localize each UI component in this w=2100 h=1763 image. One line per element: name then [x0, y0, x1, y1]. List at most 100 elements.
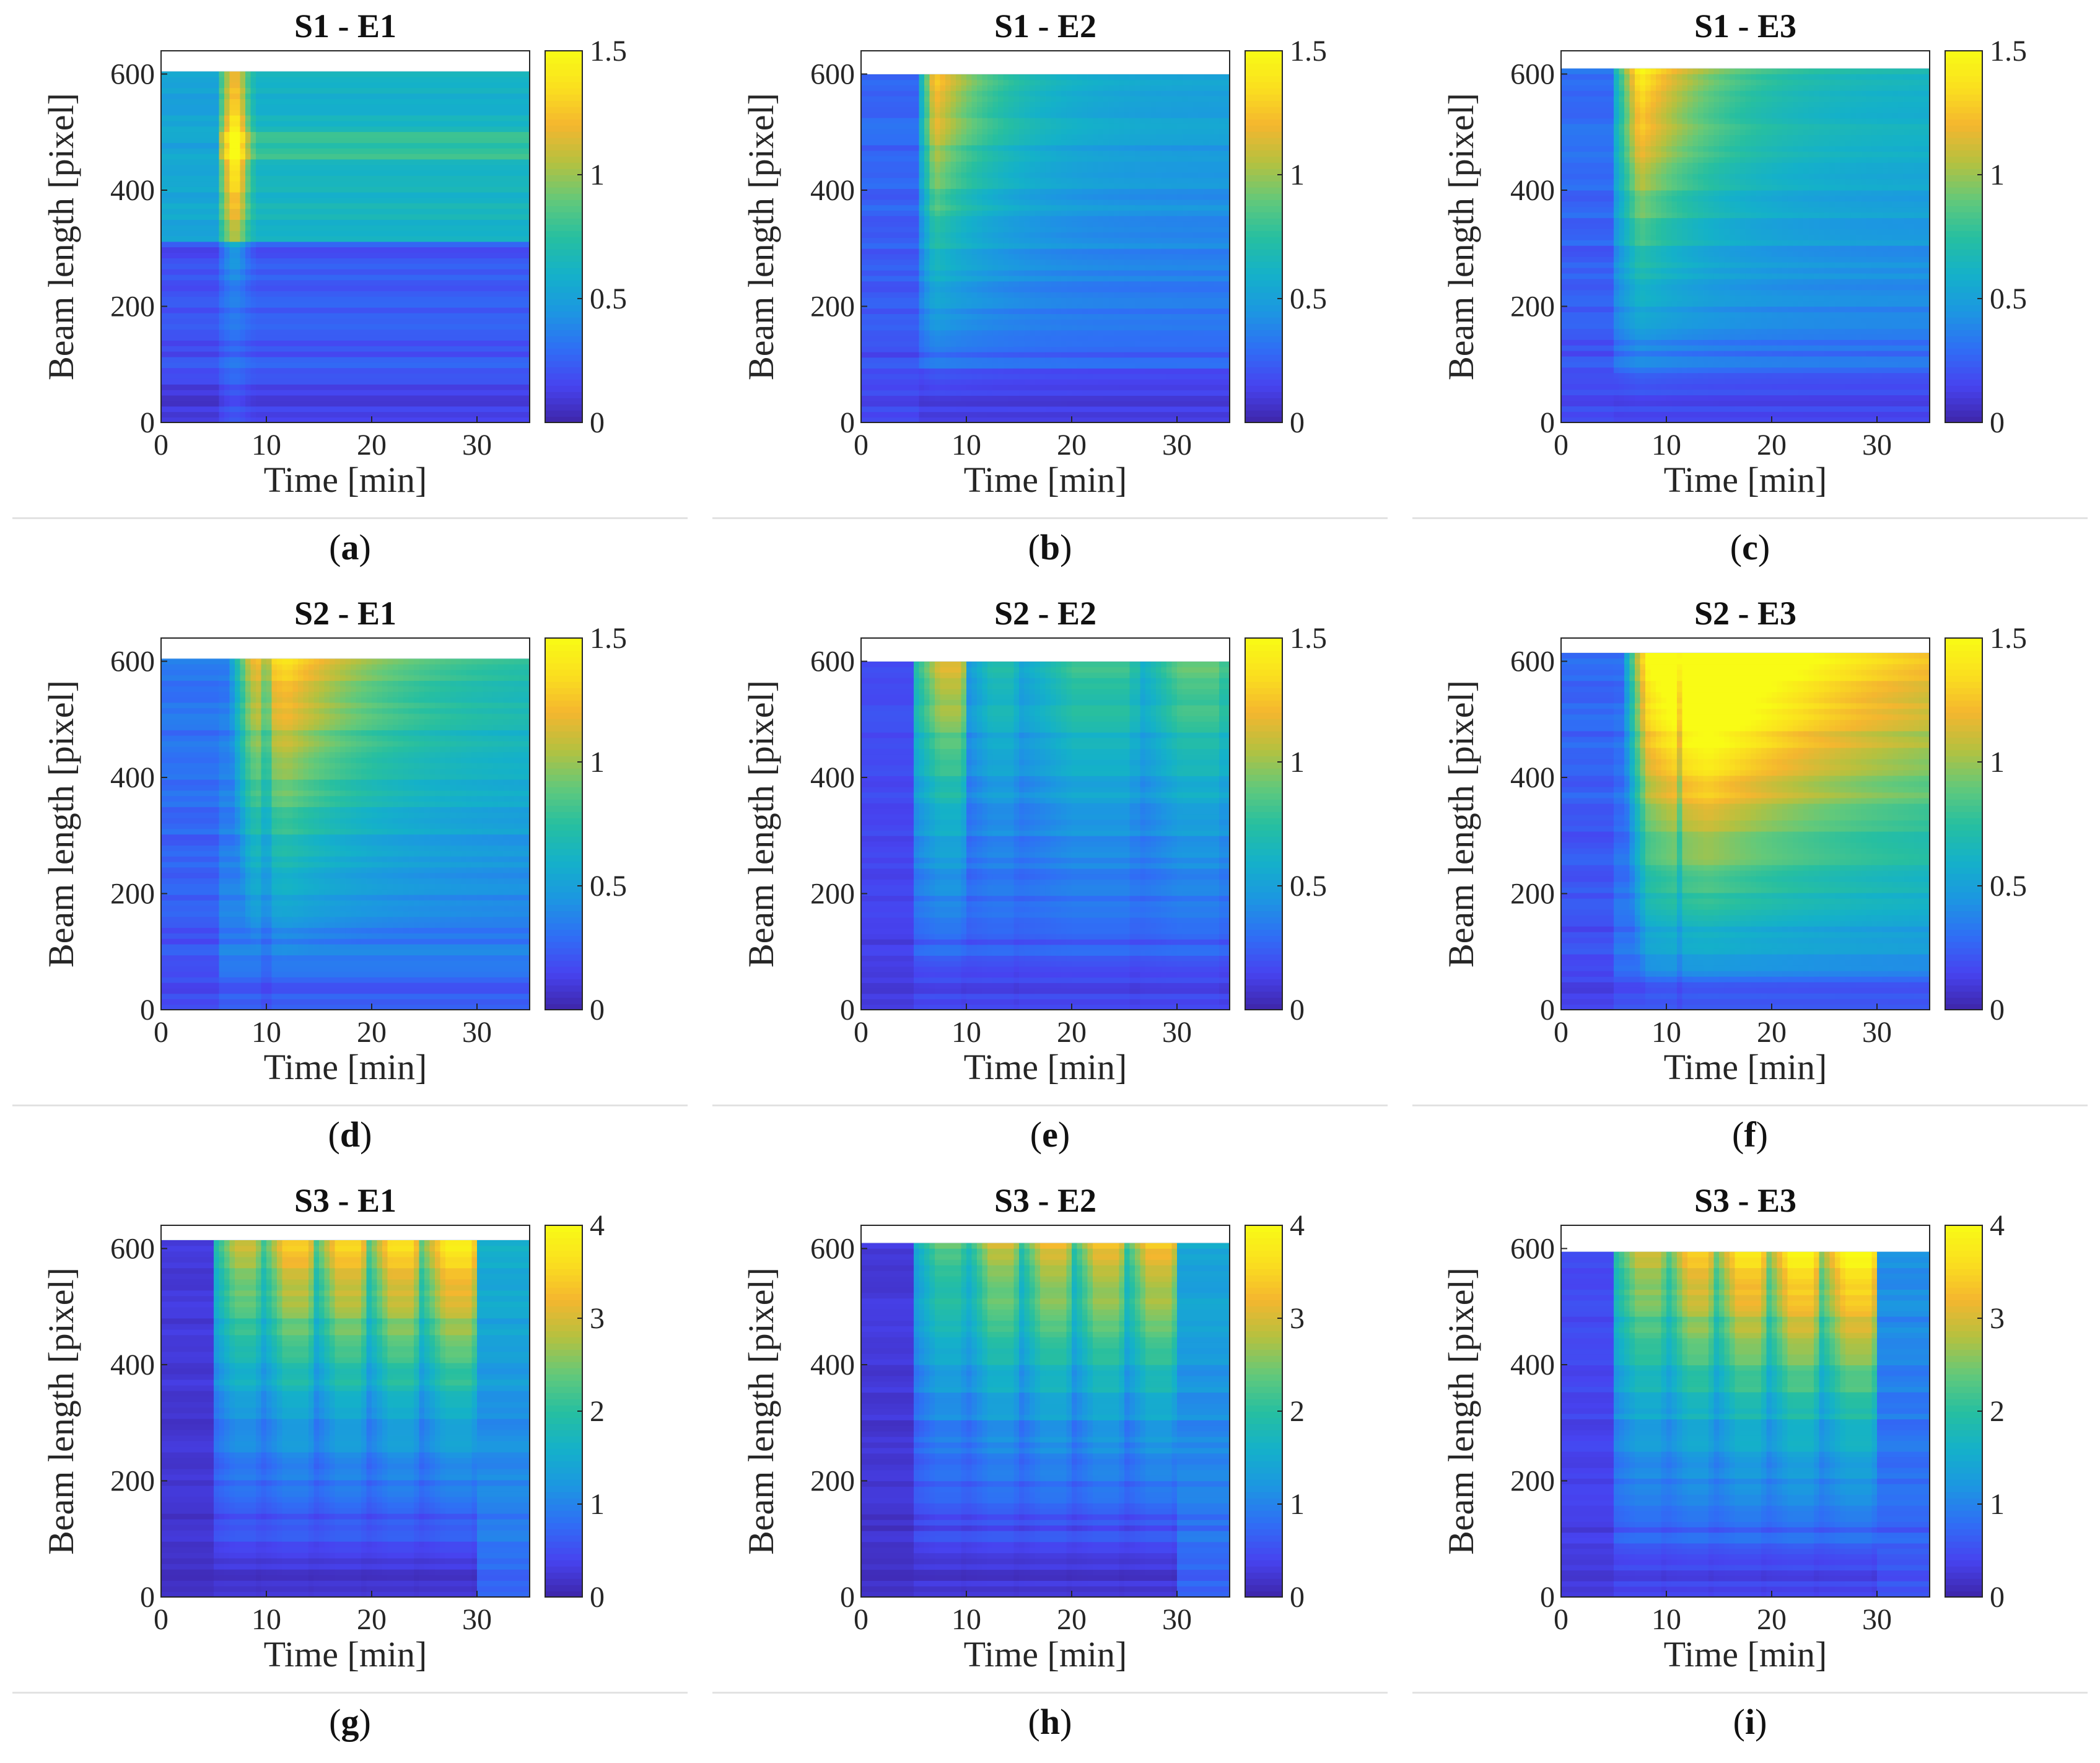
heatmap-cell [172, 219, 178, 225]
heatmap-cell [372, 147, 378, 154]
heatmap-cell [340, 351, 346, 357]
heatmap-cell [482, 345, 488, 352]
heatmap-cell [214, 312, 220, 319]
heatmap-cell [882, 144, 888, 151]
heatmap-cell [398, 279, 404, 286]
heatmap-cell [366, 208, 372, 215]
heatmap-cell [256, 71, 262, 77]
heatmap-cell [877, 204, 883, 211]
heatmap-cell [240, 373, 246, 379]
heatmap-cell [235, 219, 241, 225]
heatmap-cell [277, 76, 283, 83]
heatmap-cell [471, 247, 478, 253]
heatmap-cell [872, 74, 878, 81]
heatmap-cell [477, 356, 483, 363]
heatmap-cell [319, 241, 325, 248]
heatmap-cell [387, 71, 393, 77]
heatmap-cell [182, 181, 188, 187]
heatmap-cell [877, 302, 883, 309]
heatmap-cell [319, 335, 325, 341]
heatmap-cell [356, 274, 362, 281]
heatmap-cell [282, 191, 288, 198]
heatmap-cell [519, 142, 525, 149]
heatmap-cell [292, 164, 299, 171]
heatmap-cell [266, 76, 273, 83]
heatmap-cell [519, 340, 525, 346]
heatmap-cell [471, 137, 478, 143]
heatmap-cell [398, 186, 404, 193]
y-axis-label: Beam length [pixel] [41, 93, 81, 380]
heatmap-cell [203, 274, 209, 281]
heatmap-cell [224, 274, 230, 281]
heatmap-cell [313, 268, 320, 275]
heatmap-cell [372, 153, 378, 160]
heatmap-cell [324, 329, 330, 335]
heatmap-cell [408, 351, 414, 357]
heatmap-cell [277, 373, 283, 379]
heatmap-cell [424, 285, 431, 292]
heatmap-cell [414, 109, 420, 116]
heatmap-cell [235, 181, 241, 187]
heatmap-cell [161, 203, 167, 209]
heatmap-cell [887, 95, 893, 102]
heatmap-cell [450, 175, 457, 182]
heatmap-cell [471, 214, 478, 220]
heatmap-cell [435, 230, 441, 237]
heatmap-cell [456, 384, 462, 390]
heatmap-cell [429, 268, 435, 275]
heatmap-cell [308, 164, 315, 171]
heatmap-cell [419, 137, 425, 143]
heatmap-cell [403, 291, 409, 297]
heatmap-cell [356, 268, 362, 275]
heatmap-cell [492, 235, 499, 242]
heatmap-cell [429, 241, 435, 248]
heatmap-cell [224, 258, 230, 264]
heatmap-cell [477, 378, 483, 385]
heatmap-cell [435, 395, 441, 401]
heatmap-cell [303, 323, 309, 330]
heatmap-cell [393, 400, 399, 407]
heatmap-cell [351, 279, 357, 286]
heatmap-cell [198, 225, 204, 231]
heatmap-cell [450, 93, 457, 99]
heatmap-cell [445, 93, 452, 99]
heatmap-cell [372, 373, 378, 379]
heatmap-cell [414, 93, 420, 99]
heatmap-cell [403, 82, 409, 89]
heatmap-cell [482, 225, 488, 231]
heatmap-cell [235, 120, 241, 127]
heatmap-cell [435, 98, 441, 105]
heatmap-cell [261, 170, 267, 176]
heatmap-cell [440, 153, 446, 160]
heatmap-cell [382, 285, 388, 292]
heatmap-cell [519, 351, 525, 357]
heatmap-cell [866, 313, 872, 320]
heatmap-cell [861, 172, 867, 178]
heatmap-cell [435, 109, 441, 116]
heatmap-cell [519, 164, 525, 171]
heatmap-cell [524, 400, 530, 407]
heatmap-cell [887, 221, 893, 227]
heatmap-cell [498, 258, 504, 264]
heatmap-cell [277, 241, 283, 248]
heatmap-cell [308, 214, 315, 220]
heatmap-cell [256, 362, 262, 369]
heatmap-cell [861, 411, 867, 418]
heatmap-cell [393, 384, 399, 390]
heatmap-cell [271, 329, 278, 335]
heatmap-cell [424, 351, 431, 357]
heatmap-cell [408, 120, 414, 127]
heatmap-cell [177, 76, 183, 83]
heatmap-cell [208, 274, 214, 281]
heatmap-cell [340, 191, 346, 198]
heatmap-cell [277, 87, 283, 94]
heatmap-cell [335, 302, 341, 308]
heatmap-cell [261, 356, 267, 363]
heatmap-cell [266, 87, 273, 94]
heatmap-cell [456, 263, 462, 269]
heatmap-cell [408, 296, 414, 302]
heatmap-cell [245, 115, 252, 121]
heatmap-cell [224, 340, 230, 346]
heatmap-cell [287, 115, 294, 121]
heatmap-cell [366, 263, 372, 269]
